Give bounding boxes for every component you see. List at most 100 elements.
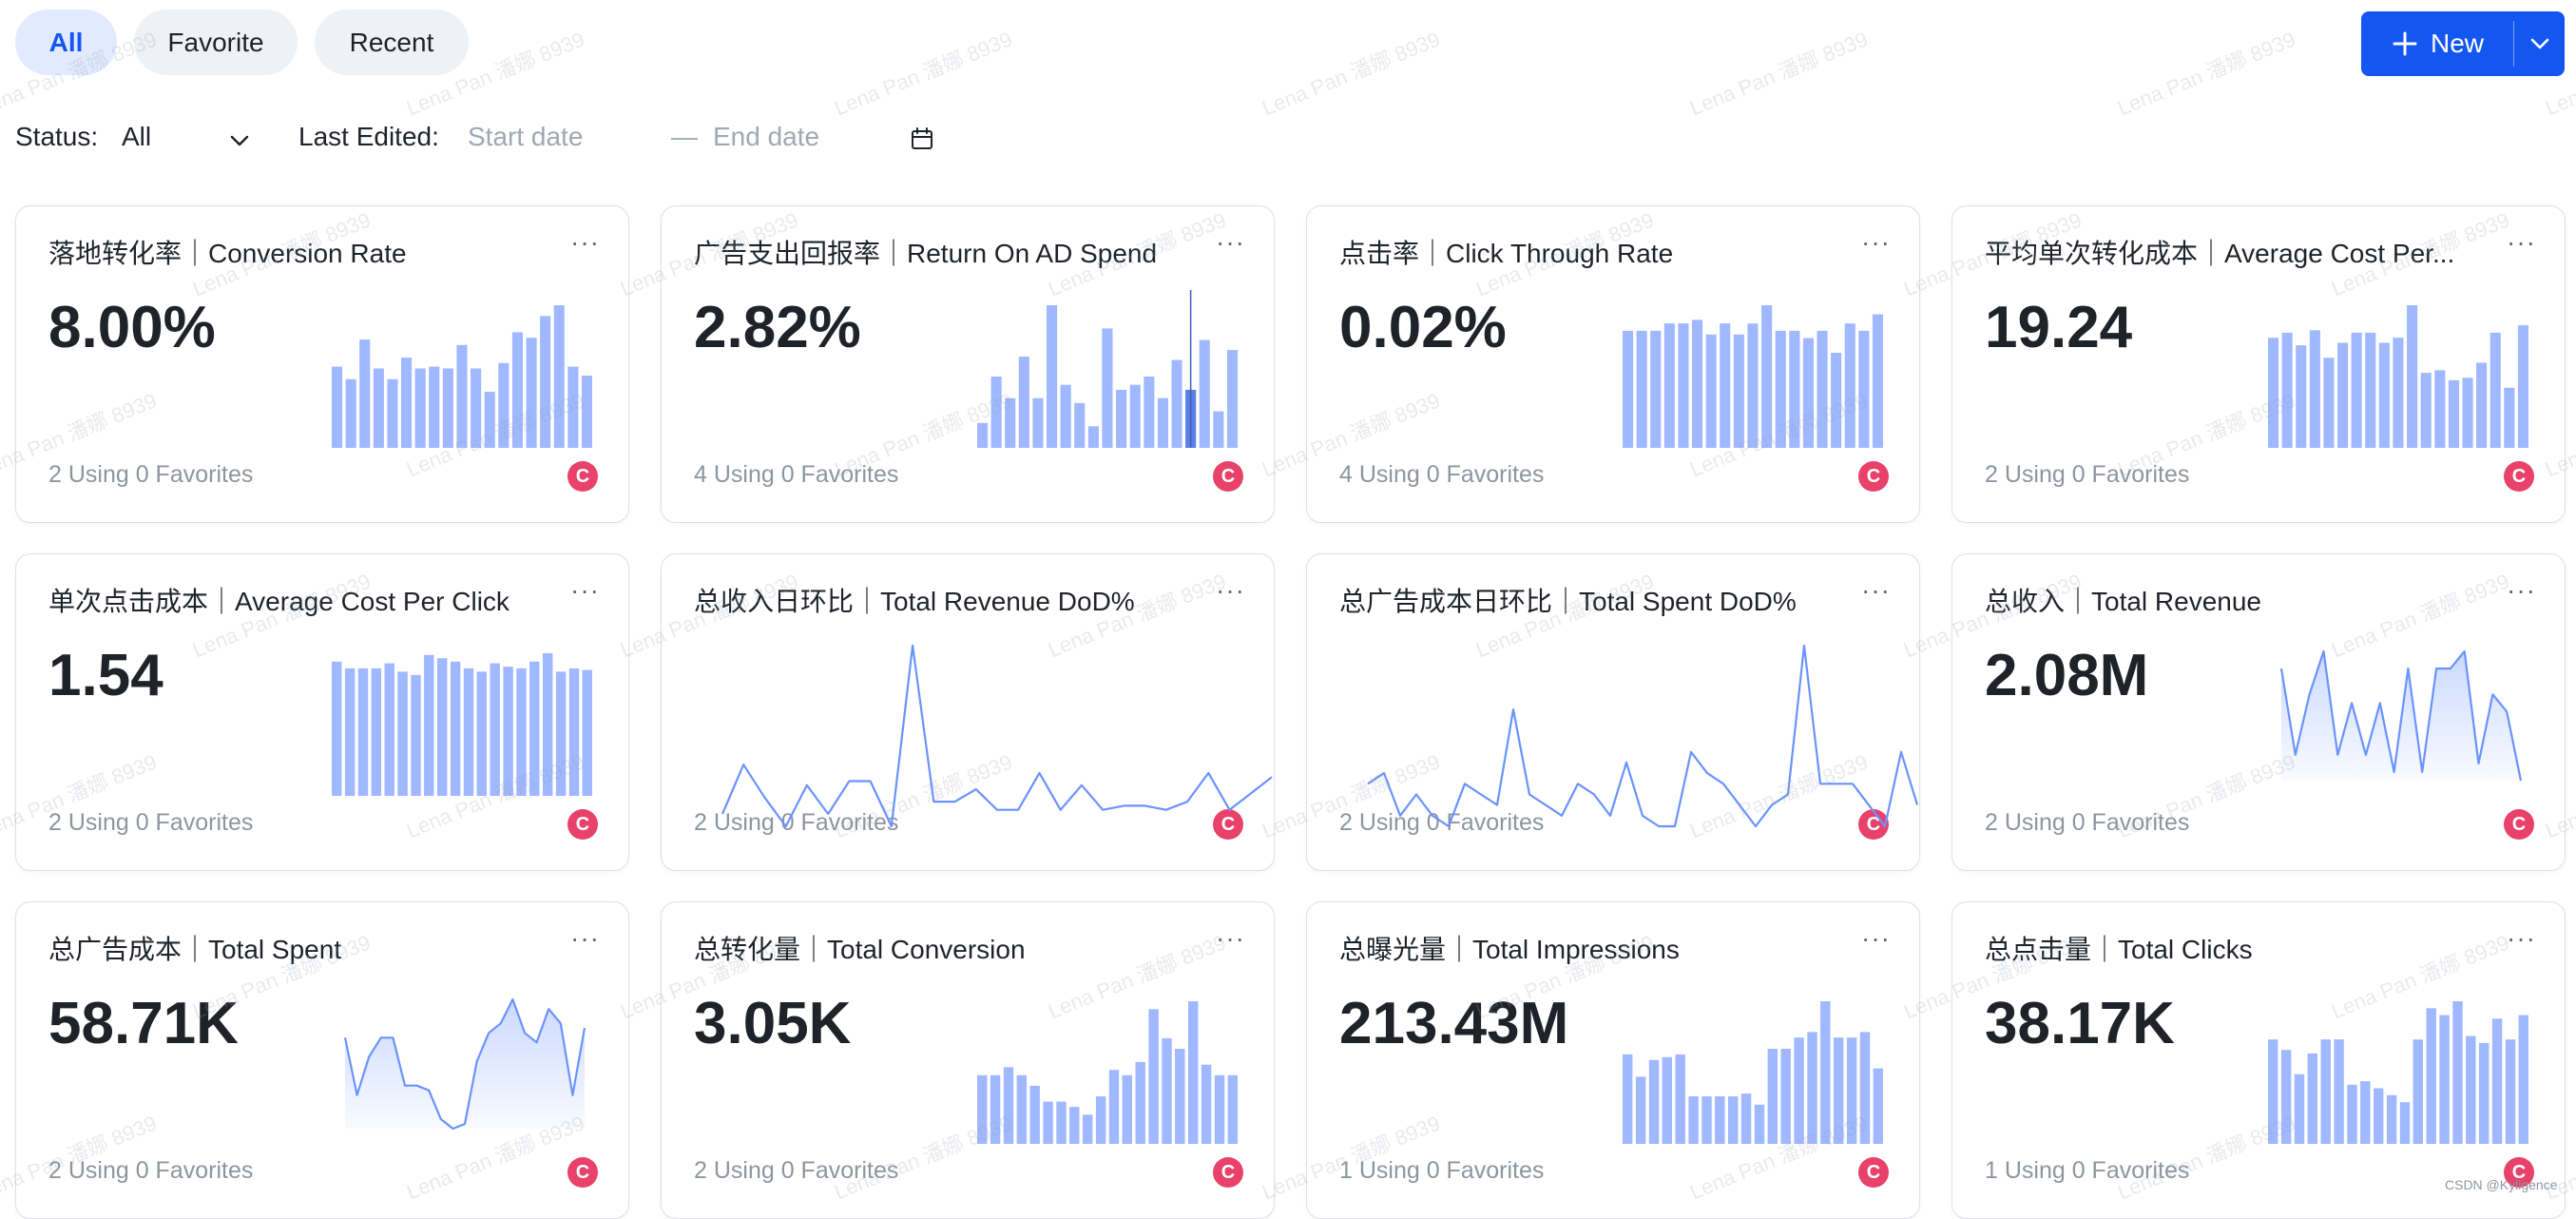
chart-bar bbox=[1122, 1074, 1132, 1144]
more-icon[interactable]: ··· bbox=[1216, 575, 1245, 605]
chart-bar bbox=[555, 671, 567, 796]
metric-card[interactable]: 落地转化率｜Conversion Rate ··· 8.00% 2 Using 0 F… bbox=[15, 205, 629, 523]
new-button-main[interactable]: New bbox=[2361, 11, 2513, 76]
card-title: 总曝光量｜Total Impressions bbox=[1339, 935, 1680, 964]
chart-bar bbox=[1858, 330, 1870, 448]
new-button-label: New bbox=[2430, 29, 2484, 58]
status-select[interactable]: All bbox=[122, 122, 152, 151]
chart-bar bbox=[332, 366, 343, 448]
chart-bar bbox=[1135, 1061, 1145, 1144]
more-icon[interactable]: ··· bbox=[1861, 227, 1891, 257]
chart-bar bbox=[397, 671, 408, 796]
sparkline-chart bbox=[977, 1001, 1238, 1144]
more-icon[interactable]: ··· bbox=[1216, 227, 1245, 257]
chart-bar bbox=[1129, 384, 1141, 448]
more-icon[interactable]: ··· bbox=[2507, 575, 2536, 605]
metric-card[interactable]: 点击率｜Click Through Rate ··· 0.02% 4 Using 0 … bbox=[1306, 205, 1920, 523]
new-button[interactable]: New bbox=[2361, 11, 2565, 76]
new-button-dropdown[interactable] bbox=[2514, 32, 2565, 55]
avatar: C bbox=[567, 809, 598, 840]
chart-bar bbox=[456, 344, 468, 448]
card-usage: 4 Using 0 Favorites bbox=[1339, 461, 1545, 488]
chart-bar bbox=[1029, 1085, 1040, 1144]
tab-all[interactable]: All bbox=[15, 10, 117, 75]
chart-bar bbox=[2434, 370, 2446, 448]
tab-favorite[interactable]: Favorite bbox=[134, 10, 298, 75]
chart-bar bbox=[2452, 1001, 2463, 1144]
more-icon[interactable]: ··· bbox=[2507, 227, 2536, 257]
chart-line bbox=[721, 644, 1273, 828]
chart-bar bbox=[1069, 1107, 1080, 1144]
chart-bar bbox=[2281, 332, 2293, 448]
chart-bar bbox=[1108, 1070, 1120, 1144]
chart-bar bbox=[1761, 305, 1773, 448]
chart-bar bbox=[2337, 342, 2349, 448]
calendar-icon[interactable] bbox=[909, 126, 935, 152]
sparkline-chart bbox=[2268, 305, 2528, 448]
chart-bar bbox=[429, 366, 440, 448]
metric-card[interactable]: 总点击量｜Total Clicks ··· 38.17K 1 Using 0 Favo… bbox=[1951, 901, 2566, 1219]
card-title: 总收入｜Total Revenue bbox=[1985, 587, 2262, 616]
more-icon[interactable]: ··· bbox=[570, 227, 600, 257]
chart-bar bbox=[1817, 330, 1828, 448]
chart-bar bbox=[2280, 1050, 2292, 1144]
chart-bar bbox=[540, 316, 551, 448]
card-title: 单次点击成本｜Average Cost Per Click bbox=[48, 587, 509, 616]
metric-card[interactable]: 总收入日环比｜Total Revenue DoD% ··· 2 Using 0 Fa… bbox=[661, 553, 1275, 871]
chart-bar bbox=[1728, 1096, 1739, 1144]
metric-card[interactable]: 总收入｜Total Revenue ··· 2.08M 2 Using 0 Favor… bbox=[1951, 553, 2566, 871]
card-value: 8.00% bbox=[48, 295, 216, 360]
chart-bar bbox=[1767, 1049, 1778, 1144]
chart-bar bbox=[1095, 1096, 1106, 1144]
chart-bar bbox=[1636, 330, 1647, 448]
chart-bar bbox=[2420, 373, 2432, 448]
avatar: C bbox=[567, 461, 598, 492]
chart-bar bbox=[2393, 338, 2404, 448]
metric-card[interactable]: 总转化量｜Total Conversion ··· 3.05K 2 Using 0 F… bbox=[661, 901, 1275, 1219]
chart-bar bbox=[511, 332, 523, 448]
more-icon[interactable]: ··· bbox=[570, 575, 600, 605]
card-title: 点击率｜Click Through Rate bbox=[1339, 239, 1674, 268]
chart-bar bbox=[567, 366, 579, 448]
metric-card[interactable]: 平均单次转化成本｜Average Cost Per... ··· 19.24 2 Us… bbox=[1951, 205, 2566, 523]
more-icon[interactable]: ··· bbox=[1216, 923, 1245, 953]
metric-card[interactable]: 总广告成本日环比｜Total Spent DoD% ··· 2 Using 0 Fa… bbox=[1306, 553, 1920, 871]
chart-line bbox=[2279, 649, 2523, 782]
chart-bar bbox=[401, 358, 413, 448]
metric-card[interactable]: 总广告成本｜Total Spent ··· 58.71K 2 Using 0 Favo… bbox=[15, 901, 629, 1219]
metric-card[interactable]: 单次点击成本｜Average Cost Per Click ··· 1.54 2 Us… bbox=[15, 553, 629, 871]
metric-card[interactable]: 总曝光量｜Total Impressions ··· 213.43M 1 Using … bbox=[1306, 901, 1920, 1219]
chart-bar bbox=[2378, 342, 2390, 448]
chart-bar bbox=[990, 1074, 1001, 1144]
start-date-input[interactable]: Start date bbox=[468, 122, 584, 151]
more-icon[interactable]: ··· bbox=[1861, 575, 1891, 605]
tab-all-label: All bbox=[48, 27, 84, 57]
chart-bar bbox=[529, 661, 540, 796]
chart-bar bbox=[1789, 330, 1800, 448]
sparkline-chart bbox=[1367, 644, 1919, 828]
metric-card[interactable]: 广告支出回报率｜Return On AD Spend ··· 2.82% 4 Usin… bbox=[661, 205, 1275, 523]
more-icon[interactable]: ··· bbox=[2507, 923, 2536, 953]
chart-bar bbox=[1780, 1049, 1791, 1144]
card-value: 2.82% bbox=[694, 295, 861, 360]
chart-bar bbox=[1074, 402, 1086, 448]
more-icon[interactable]: ··· bbox=[1861, 923, 1891, 953]
chart-bar bbox=[442, 368, 453, 448]
card-title: 落地转化率｜Conversion Rate bbox=[48, 239, 407, 268]
status-chevron-down-icon[interactable] bbox=[226, 127, 253, 154]
sparkline-chart bbox=[1623, 1001, 1883, 1144]
more-icon[interactable]: ··· bbox=[570, 923, 600, 953]
end-date-input[interactable]: End date bbox=[713, 122, 820, 151]
avatar: C bbox=[1213, 809, 1243, 840]
chart-bar bbox=[1675, 1054, 1685, 1144]
sparkline-chart bbox=[1623, 305, 1883, 448]
chart-bar bbox=[1175, 1049, 1185, 1144]
chart-bar bbox=[1844, 323, 1855, 448]
chart-bar bbox=[1662, 1056, 1672, 1144]
chart-bar bbox=[1701, 1096, 1712, 1144]
tab-recent[interactable]: Recent bbox=[315, 10, 469, 75]
chart-bar bbox=[1032, 397, 1044, 448]
chart-bar bbox=[1060, 384, 1071, 448]
chart-bar bbox=[568, 668, 580, 796]
chart-bar bbox=[2517, 325, 2528, 448]
